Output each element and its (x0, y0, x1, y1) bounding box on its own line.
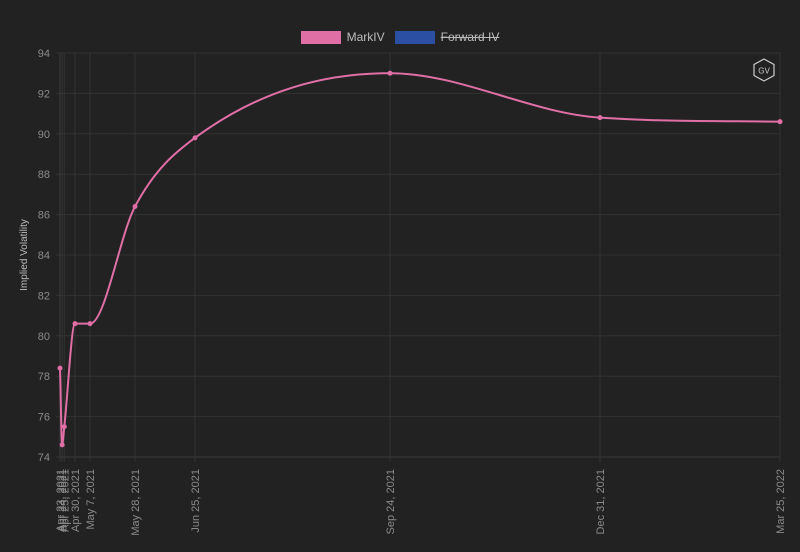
x-tick-label: Apr 30, 2021 (70, 469, 82, 532)
data-point (387, 70, 393, 76)
legend: MarkIV Forward IV (0, 30, 800, 44)
legend-label-forward-iv: Forward IV (440, 30, 500, 44)
x-tick-label: Apr 23, 2021 (55, 469, 67, 532)
x-tick-label: Jun 25, 2021 (190, 469, 202, 533)
gv-logo-icon: GV (753, 58, 775, 82)
x-tick-label: May 28, 2021 (130, 469, 142, 536)
y-tick-label: 80 (38, 331, 50, 343)
y-tick-label: 90 (38, 129, 50, 141)
data-point (61, 424, 67, 430)
y-tick-label: 74 (38, 452, 50, 464)
y-axis-label: Implied Volatility (19, 219, 30, 291)
y-tick-label: 76 (38, 412, 50, 424)
legend-swatch-markiv (300, 30, 341, 44)
series-line-markiv (59, 72, 781, 446)
y-tick-label: 88 (38, 169, 50, 181)
x-tick-label: Mar 25, 2022 (775, 469, 787, 534)
legend-item-markiv[interactable]: MarkIV (300, 30, 385, 44)
watermark-text: GV (758, 67, 770, 76)
data-point (597, 115, 603, 121)
x-tick-label: Apr 24, 2021 (57, 469, 69, 532)
y-tick-label: 94 (38, 48, 50, 60)
data-point (57, 365, 63, 371)
data-point (72, 321, 78, 327)
y-tick-label: 86 (38, 210, 50, 222)
x-tick-label: Apr 25, 2021 (59, 469, 71, 532)
y-tick-label: 78 (38, 371, 50, 383)
legend-item-forward-iv[interactable]: Forward IV (394, 30, 500, 44)
legend-label-markiv: MarkIV (346, 30, 385, 44)
y-tick-label: 92 (38, 88, 50, 100)
x-tick-label: Dec 31, 2021 (595, 469, 607, 534)
x-tick-label: Sep 24, 2021 (385, 469, 397, 534)
legend-swatch-forward-iv (394, 30, 435, 44)
data-point (192, 135, 198, 141)
x-tick-label: May 7, 2021 (85, 469, 97, 530)
data-point (777, 119, 783, 125)
data-point (132, 204, 138, 210)
y-tick-label: 84 (38, 250, 50, 262)
y-tick-label: 82 (38, 290, 50, 302)
data-point (59, 442, 65, 448)
data-point (87, 321, 93, 327)
